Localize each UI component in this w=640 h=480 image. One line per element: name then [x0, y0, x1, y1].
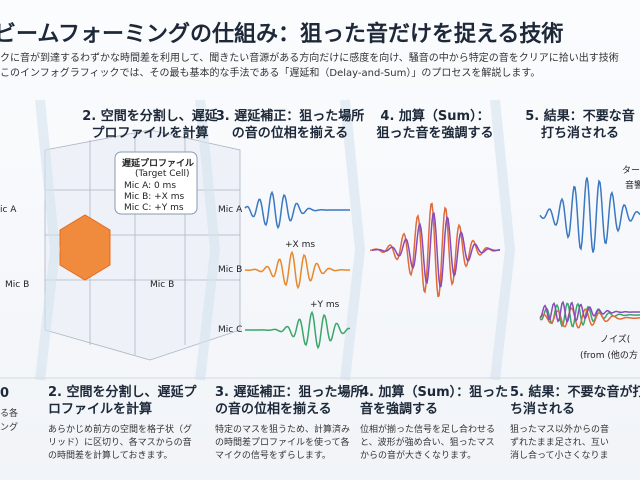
intro: このインフォグラフィックでは、その最も基本的な手法である「遅延和（Delay-a… — [0, 68, 541, 79]
waveform — [539, 177, 640, 253]
label: Mic A — [218, 205, 243, 215]
waveform — [539, 300, 640, 324]
label: からの音が大きくなります。 — [360, 451, 477, 461]
heading: 狙った音を強調する — [376, 126, 494, 141]
heading: 2. 空間を分割し、遅延プ — [48, 385, 197, 400]
label: Mic B — [218, 265, 243, 275]
label: Mic B: +X ms — [124, 192, 185, 202]
label: Mic C — [218, 325, 243, 335]
label: マイクの信号をずらします。 — [215, 451, 331, 461]
label: Mic B — [5, 280, 30, 290]
label: Mic C: +Y ms — [124, 203, 184, 213]
heading: ち消される — [510, 402, 576, 417]
label: +Y ms — [310, 300, 340, 310]
target-cell — [59, 214, 111, 281]
heading: 0 — [0, 386, 10, 401]
label: の時間差プロファイルを使って各 — [215, 438, 350, 448]
title: ビームフォーミングの仕組み：狙った音だけを捉える技術 — [0, 22, 564, 47]
waveform — [369, 202, 501, 298]
label: ノイズ( — [600, 335, 631, 345]
intro: クに音が到達するわずかな時間差を利用して、聞きたい音源がある方向だけに感度を向け… — [0, 53, 619, 64]
label: と、波形が強め合い、狙ったマス — [360, 438, 495, 448]
label: 消し合って小さくなりま — [510, 451, 609, 461]
heading: プロファイルを計算 — [91, 126, 209, 141]
label: ずれたまま足され、互い — [510, 438, 609, 448]
waveforms — [244, 177, 640, 350]
waveform — [244, 190, 350, 230]
heading: 3. 遅延補正：狙った場所 — [215, 109, 365, 124]
heading: 5. 結果：不要な音が打 — [510, 385, 640, 400]
label: 音響 — [625, 181, 640, 191]
label: +X ms — [285, 240, 316, 250]
label: 位相が揃った信号を足し合わせる — [360, 425, 496, 435]
callout-box — [114, 151, 198, 215]
label: (Target Cell) — [135, 169, 190, 179]
waveform — [245, 310, 351, 350]
heading: 音を強調する — [360, 402, 439, 417]
label: リッド）に区切り、各マスからの音 — [48, 438, 192, 448]
waveform — [244, 250, 350, 290]
label: ング — [0, 423, 19, 433]
label: 狙ったマス以外からの音 — [510, 425, 610, 435]
heading: 4. 加算（Sum）： — [380, 109, 490, 124]
label: ic A — [0, 205, 17, 215]
label: (from (他の方 — [580, 351, 638, 361]
heading: の音の位相を揃える — [231, 126, 349, 141]
heading: 4. 加算（Sum）：狙った — [360, 385, 509, 400]
label: 特定のマスを狙うため、計算済み — [215, 425, 351, 435]
label: Mic A: 0 ms — [124, 181, 177, 191]
heading: 2. 空間を分割し、遅延 — [82, 109, 218, 124]
label: 遅延プロファイル — [122, 159, 195, 169]
section-divider — [35, 99, 516, 381]
heading: 打ち消される — [540, 126, 620, 141]
label: Mic B — [150, 280, 175, 290]
label: の時間差を計算しておきます。 — [48, 451, 173, 461]
heading: 5. 結果：不要な音 — [525, 109, 635, 124]
label: あらかじめ前方の空間を格子状（グ — [48, 425, 193, 435]
waveform — [372, 212, 501, 288]
label: ター — [622, 166, 640, 176]
waveform — [539, 302, 640, 328]
heading: の音の位相を揃える — [215, 402, 332, 417]
heading: 3. 遅延補正：狙った場所 — [215, 385, 364, 400]
label: る各 — [0, 409, 19, 419]
heading: ロファイルを計算 — [48, 402, 153, 417]
